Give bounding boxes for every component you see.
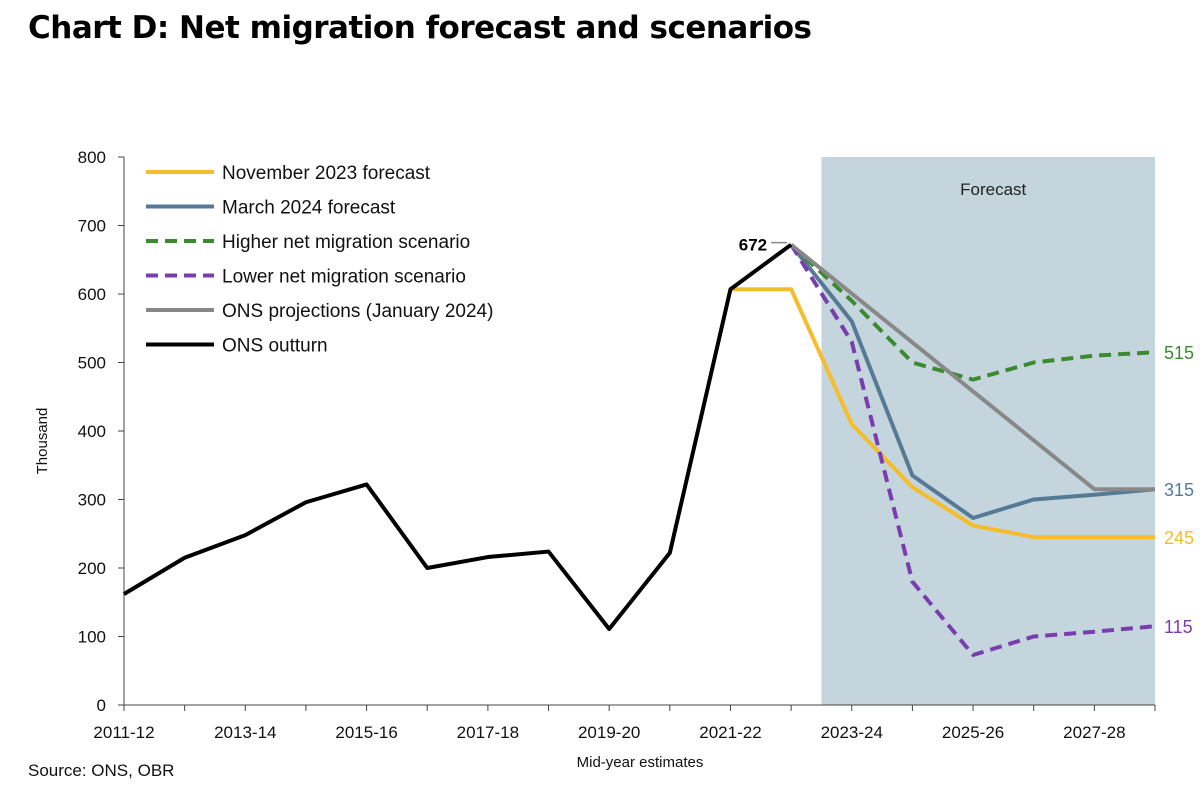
forecast-region — [821, 157, 1155, 705]
y-tick-label: 0 — [97, 696, 106, 715]
x-tick-label: 2021-22 — [699, 723, 761, 742]
series-line-november-2023-forecast — [730, 287, 1155, 540]
source-note: Source: ONS, OBR — [28, 761, 175, 780]
series-line-ons-outturn — [122, 243, 793, 631]
x-tick-label: 2023-24 — [821, 723, 883, 742]
y-tick-label: 400 — [78, 422, 106, 441]
y-tick-label: 300 — [78, 491, 106, 510]
end-value-label: 515 — [1164, 343, 1194, 363]
x-tick-label: 2017-18 — [457, 723, 519, 742]
legend-label: March 2024 forecast — [222, 198, 396, 219]
legend-label: ONS projections (January 2024) — [222, 301, 493, 322]
peak-value-label: 672 — [739, 236, 767, 255]
series-line-higher-net-migration-scenario — [789, 243, 1156, 382]
y-tick-label: 600 — [78, 285, 106, 304]
x-tick-label: 2011-12 — [93, 723, 154, 742]
x-axis-title: Mid-year estimates — [577, 754, 704, 771]
x-tick-label: 2013-14 — [214, 723, 276, 742]
series-line-march-2024-forecast — [789, 243, 1156, 520]
y-tick-label: 500 — [78, 354, 106, 373]
y-tick-label: 800 — [78, 148, 106, 167]
end-value-label: 115 — [1164, 617, 1193, 637]
x-tick-label: 2027-28 — [1063, 723, 1125, 742]
y-tick-label: 100 — [78, 628, 106, 647]
chart-title: Chart D: Net migration forecast and scen… — [28, 10, 812, 46]
end-value-label: 315 — [1164, 480, 1194, 500]
forecast-label: Forecast — [960, 180, 1026, 199]
series-line-ons-projections-january-2024 — [789, 243, 1155, 492]
y-tick-label: 200 — [78, 559, 106, 578]
x-tick-label: 2015-16 — [335, 723, 397, 742]
legend-label: ONS outturn — [222, 336, 328, 357]
y-axis-title: Thousand — [34, 408, 51, 475]
series-line-lower-net-migration-scenario — [789, 243, 1156, 657]
legend-label: November 2023 forecast — [222, 163, 431, 184]
y-tick-label: 700 — [78, 217, 106, 236]
legend-label: Higher net migration scenario — [222, 232, 470, 253]
x-tick-label: 2025-26 — [942, 723, 1004, 742]
legend-label: Lower net migration scenario — [222, 267, 466, 288]
end-value-label: 245 — [1164, 528, 1194, 548]
x-tick-label: 2019-20 — [578, 723, 640, 742]
